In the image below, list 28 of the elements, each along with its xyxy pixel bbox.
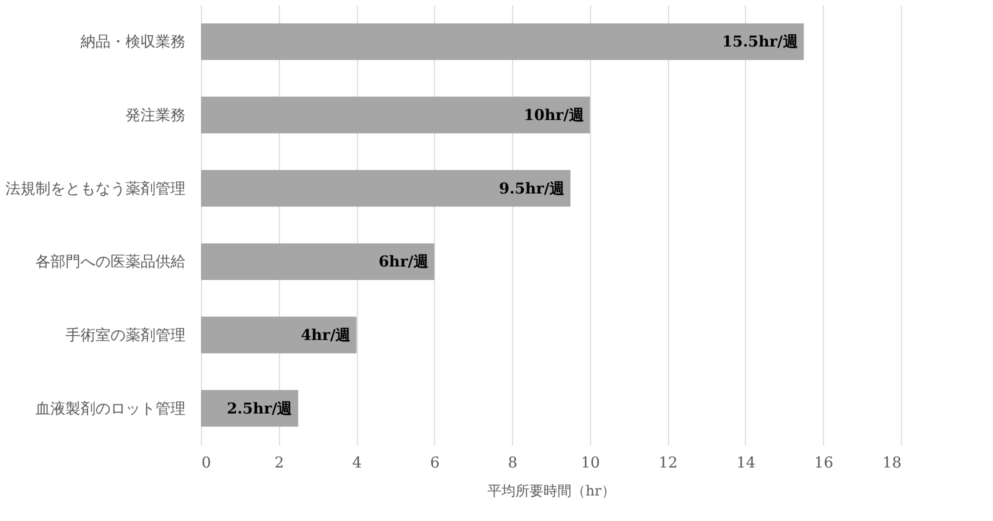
bar [201,243,434,280]
data-label: 15.5hr/週 [722,32,799,51]
bar [201,316,357,354]
x-tick-label: 18 [882,454,902,472]
x-tick-label: 6 [430,454,440,472]
x-tick-label: 2 [274,454,284,472]
x-tick-label: 16 [814,454,834,472]
data-label: 4hr/週 [300,326,352,344]
data-label: 9.5hr/週 [499,179,566,198]
x-tick-label: 14 [736,454,756,472]
x-tick-label: 8 [508,454,518,472]
y-tick-label: 法規制をともなう薬剤管理 [6,179,186,198]
x-tick-label: 0 [202,454,212,472]
y-tick-label: 各部門への医薬品供給 [36,252,186,271]
x-tick-label: 4 [352,454,362,472]
x-tick-label: 10 [580,454,600,472]
y-tick-label: 発注業務 [126,106,186,124]
data-label: 6hr/週 [378,252,430,271]
bar [201,170,570,207]
bar [201,23,804,60]
y-tick-label: 納品・検収業務 [80,32,186,51]
data-label: 10hr/週 [524,106,585,124]
y-tick-label: 手術室の薬剤管理 [66,326,186,344]
bar [201,96,590,134]
x-tick-label: 12 [658,454,678,472]
x-axis-title: 平均所要時間（hr） [488,484,616,500]
data-label: 2.5hr/週 [226,399,294,418]
y-tick-label: 血液製剤のロット管理 [36,399,186,418]
